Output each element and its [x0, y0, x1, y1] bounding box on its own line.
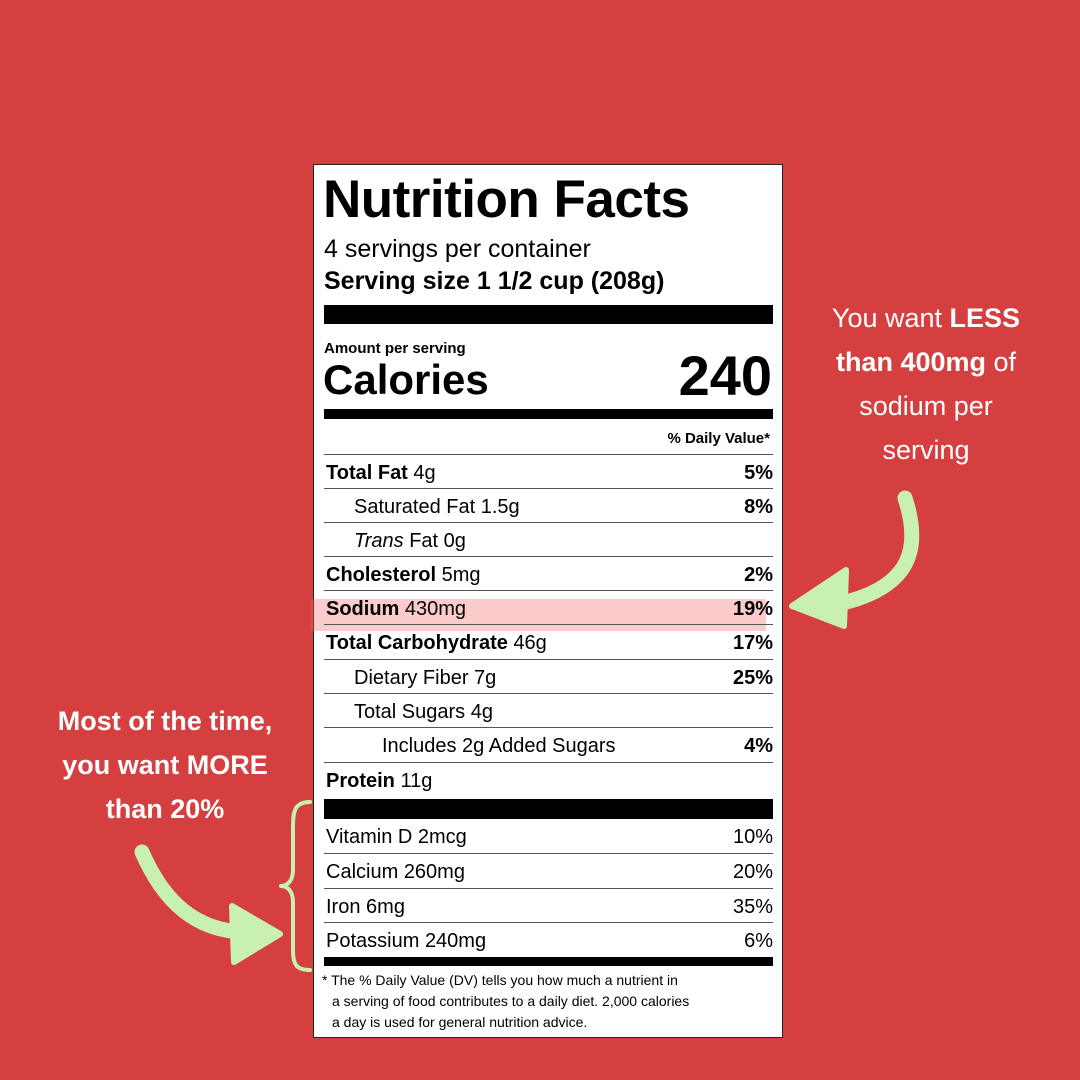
vitamin-row-calcium: Calcium 260mg 20%: [324, 853, 773, 887]
nutrient-row-saturated-fat: Saturated Fat 1.5g 8%: [324, 488, 773, 522]
daily-value-header: % Daily Value*: [667, 430, 770, 447]
nutrient-name: Total Fat: [326, 462, 408, 484]
annotation-bold: than 400mg: [835, 347, 986, 377]
annotation-text: Most of the time,: [57, 706, 273, 736]
annotation-text: you want MORE: [62, 750, 268, 780]
thick-divider-vitamins: [324, 799, 773, 819]
nutrient-amount: 7g: [474, 667, 497, 689]
vitamin-dv: 35%: [732, 896, 773, 918]
vitamin-row-vitamin-d: Vitamin D 2mcg 10%: [324, 819, 773, 853]
medium-divider: [324, 409, 773, 419]
vitamin-name: Calcium: [326, 861, 399, 883]
sodium-annotation: You want LESS than 400mg of sodium per s…: [800, 296, 1052, 472]
nutrient-amount: Fat 0g: [409, 530, 466, 552]
nutrient-amount: 4g: [470, 701, 493, 723]
nutrient-dv: 8%: [744, 496, 773, 518]
vitamin-amount: 240mg: [424, 930, 487, 952]
thick-divider: [324, 305, 773, 324]
nutrient-dv: 19%: [732, 598, 773, 620]
servings-per-container: 4 servings per container: [324, 235, 591, 263]
annotation-text: You want: [831, 303, 950, 333]
footnote-divider: [324, 957, 773, 966]
nutrient-amount: 1.5g: [480, 496, 520, 518]
nutrient-name: Saturated Fat: [354, 496, 476, 518]
nutrient-row-added-sugars: Includes 2g Added Sugars 4%: [324, 727, 773, 761]
nutrient-row-cholesterol: Cholesterol 5mg 2%: [324, 556, 773, 590]
vitamin-name: Vitamin D: [326, 826, 413, 848]
nutrient-amount: 4g: [413, 462, 436, 484]
left-arrow-icon: [134, 844, 250, 940]
sodium-highlight: [311, 599, 766, 631]
vitamin-row-iron: Iron 6mg 35%: [324, 888, 773, 922]
nutrient-name: Cholesterol: [326, 564, 437, 586]
nutrient-name: Protein: [326, 770, 395, 792]
right-arrowhead-icon: [789, 567, 849, 629]
nutrient-name: Total Carbohydrate: [326, 632, 508, 654]
vitamin-row-potassium: Potassium 240mg 6%: [324, 922, 773, 956]
nutrient-name: Dietary Fiber: [354, 667, 469, 689]
left-arrowhead-icon: [229, 903, 283, 965]
calories-value: 240: [678, 344, 772, 407]
footnote: * The % Daily Value (DV) tells you how m…: [322, 970, 774, 1033]
nutrient-dv: 5%: [744, 462, 773, 484]
nutrient-amount: 5mg: [441, 564, 481, 586]
nutrient-dv: 25%: [732, 667, 773, 689]
footnote-line-1: * The % Daily Value (DV) tells you how m…: [322, 972, 678, 988]
annotation-text: of: [986, 347, 1017, 377]
nutrition-facts-label: Nutrition Facts 4 servings per container…: [311, 164, 783, 1038]
nutrient-row-protein: Protein 11g: [324, 762, 773, 796]
annotation-bold: LESS: [949, 303, 1021, 333]
nutrient-row-total-sugars: Total Sugars 4g: [324, 693, 773, 727]
nutrient-dv: 2%: [744, 564, 773, 586]
nutrient-dv: 17%: [732, 632, 773, 654]
annotation-text: than 20%: [105, 794, 225, 824]
nutrient-dv: 4%: [744, 735, 773, 757]
nutrient-name: Trans: [354, 530, 404, 552]
nutrient-amount: 430mg: [404, 598, 467, 620]
vitamin-amount: 6mg: [366, 896, 405, 918]
vitamin-dv: 20%: [732, 861, 773, 883]
vitamin-name: Potassium: [326, 930, 420, 952]
nutrient-row-sodium: Sodium 430mg 19%: [324, 590, 773, 624]
label-title: Nutrition Facts: [323, 170, 690, 229]
vitamin-dv: 10%: [732, 826, 773, 848]
vitamin-name: Iron: [326, 896, 361, 918]
right-arrow-icon: [830, 490, 920, 612]
nutrient-row-dietary-fiber: Dietary Fiber 7g 25%: [324, 659, 773, 693]
nutrient-row-trans-fat: Trans Fat 0g: [324, 522, 773, 556]
footnote-line-3: a day is used for general nutrition advi…: [332, 1014, 588, 1030]
annotation-text: sodium per: [859, 391, 993, 421]
vitamin-amount: 2mcg: [417, 826, 467, 848]
vitamin-amount: 260mg: [403, 861, 465, 883]
nutrient-name: Includes 2g Added Sugars: [382, 735, 616, 757]
vitamin-dv: 6%: [744, 930, 773, 952]
calories-label: Calories: [323, 356, 489, 403]
nutrient-row-total-fat: Total Fat 4g 5%: [324, 454, 773, 488]
footnote-line-2: a serving of food contributes to a daily…: [332, 993, 690, 1009]
nutrient-amount: 11g: [400, 770, 433, 792]
nutrient-amount: 46g: [513, 632, 547, 654]
vitamins-annotation: Most of the time, you want MORE than 20%: [20, 699, 310, 831]
serving-size: Serving size 1 1/2 cup (208g): [324, 267, 665, 295]
amount-per-serving: Amount per serving: [324, 340, 466, 357]
nutrient-name: Sodium: [326, 598, 400, 620]
nutrient-name: Total Sugars: [354, 701, 466, 723]
nutrient-row-total-carbohydrate: Total Carbohydrate 46g 17%: [324, 624, 773, 658]
annotation-text: serving: [882, 435, 970, 465]
